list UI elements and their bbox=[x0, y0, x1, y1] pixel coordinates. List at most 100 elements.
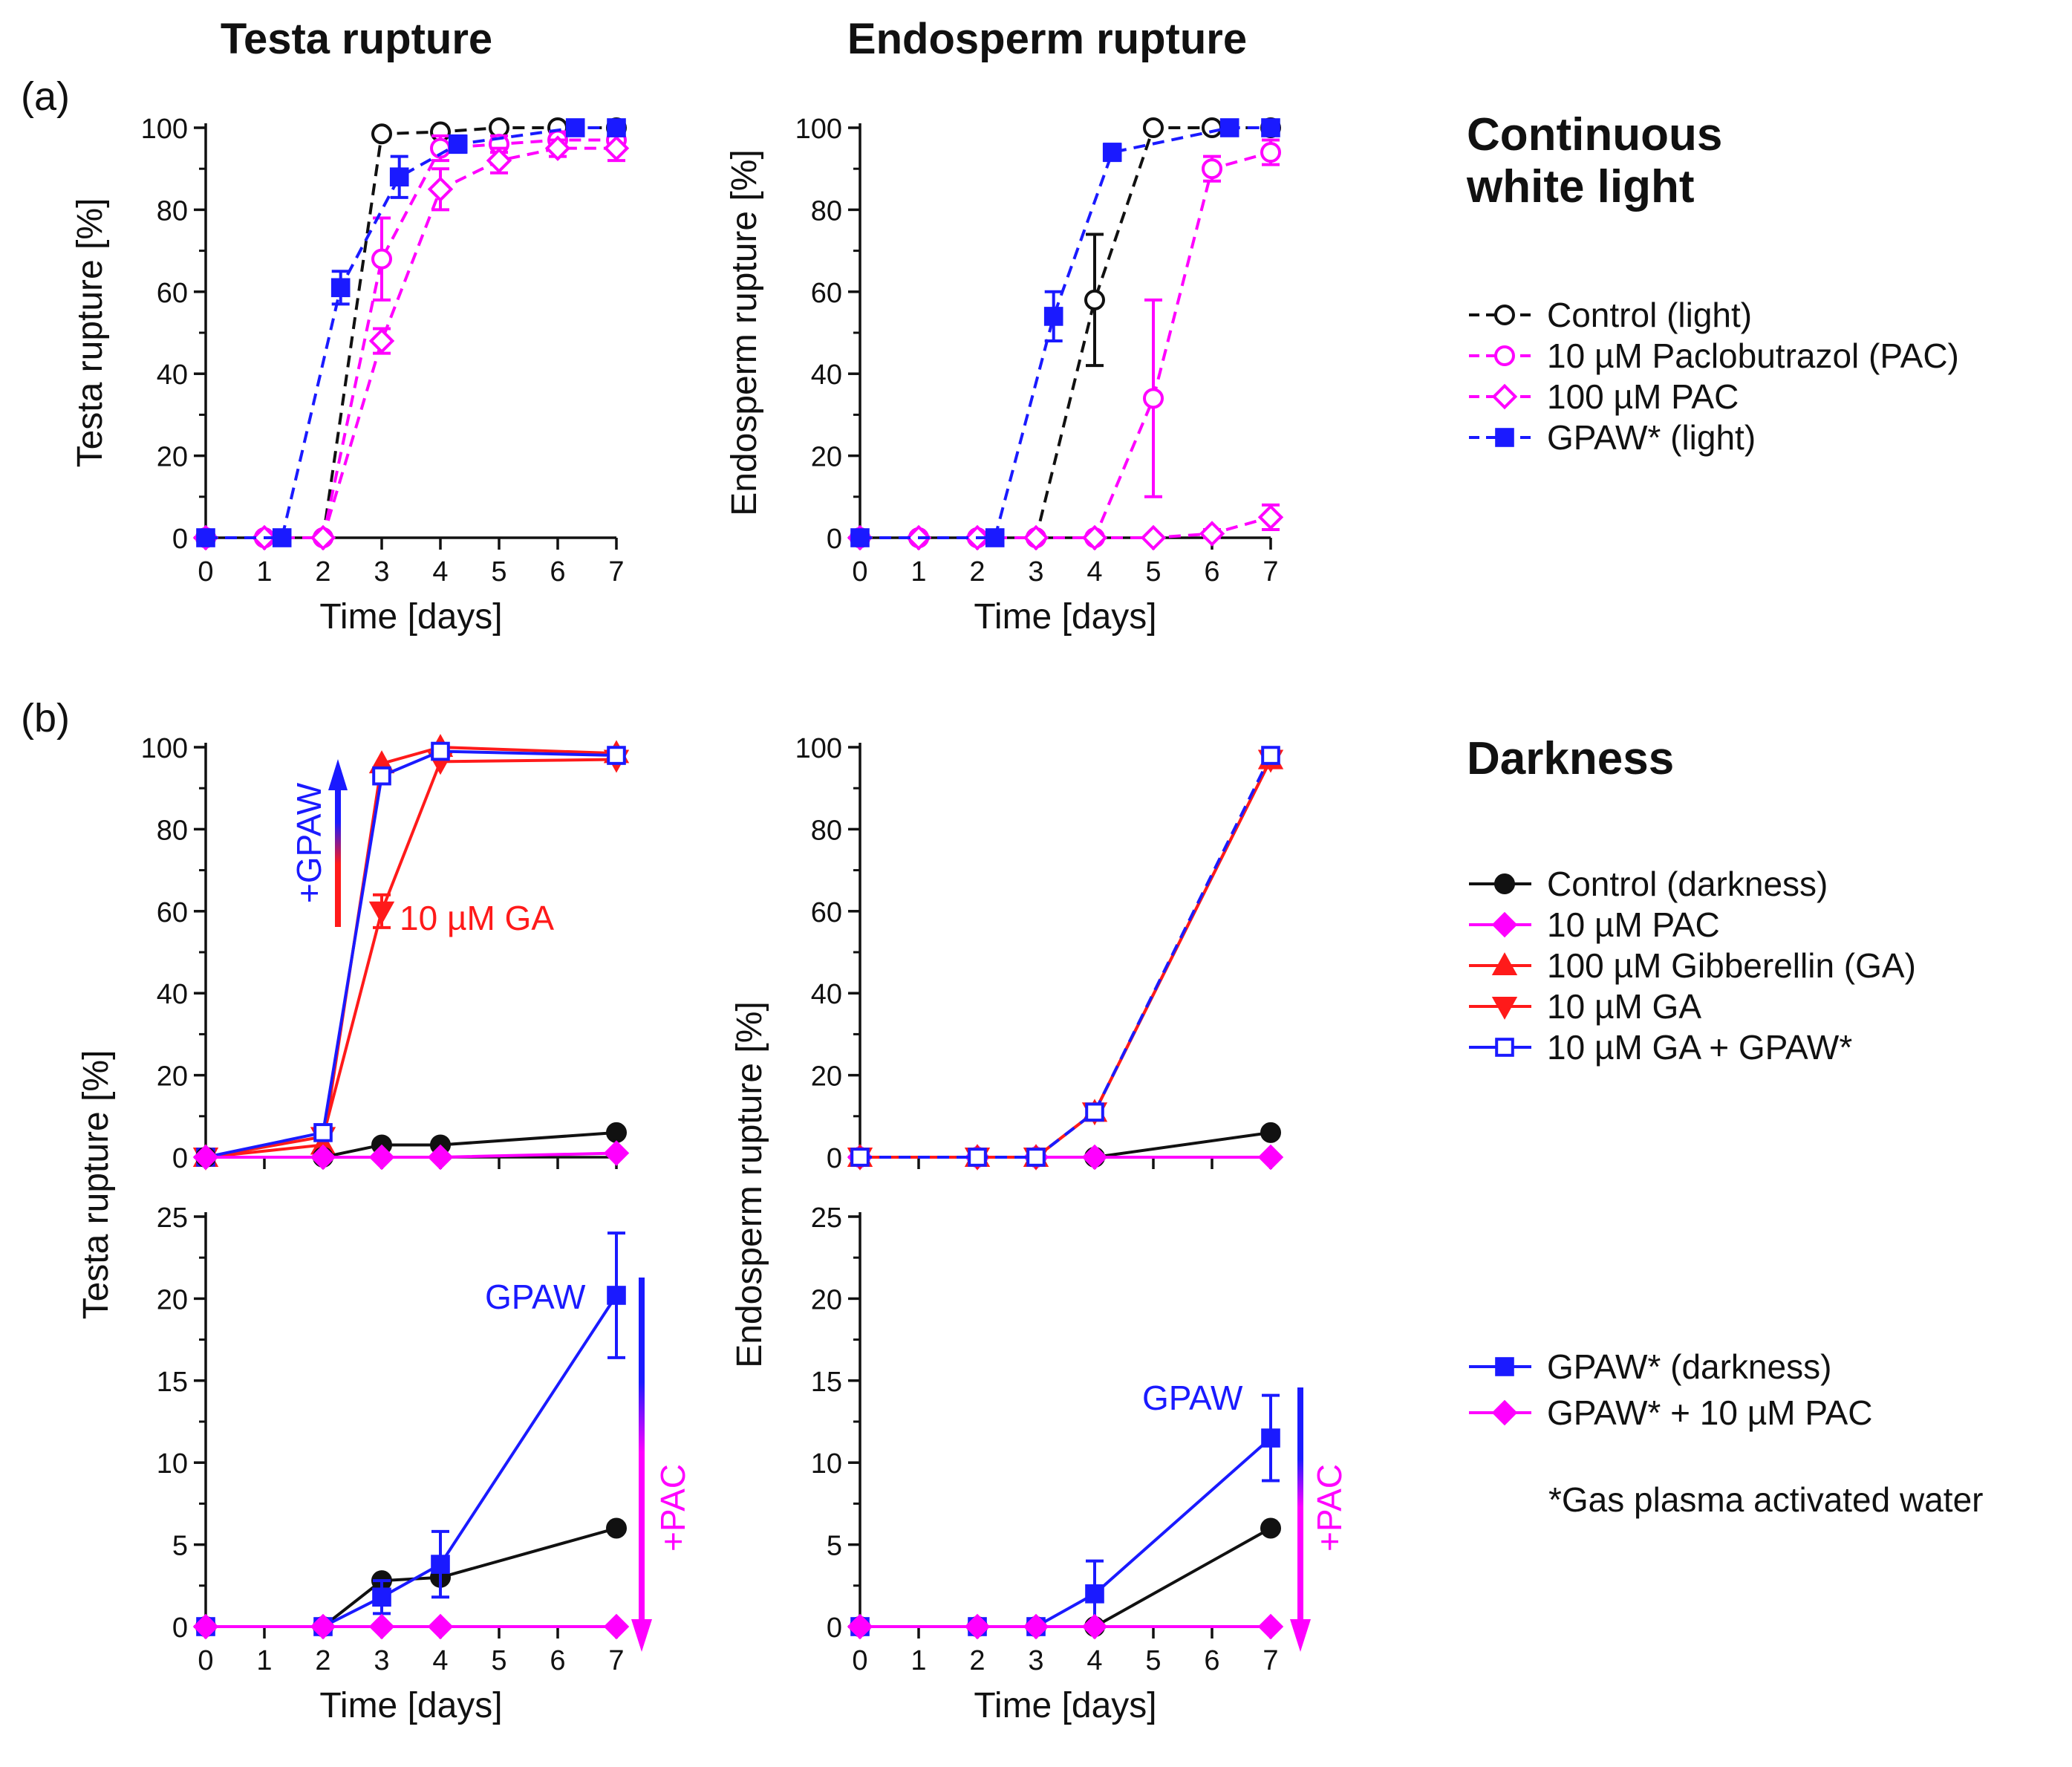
b_testa_bottom-point bbox=[368, 1613, 395, 1640]
b_testa_top-point bbox=[607, 746, 626, 765]
annotation-plus-pac-endosperm: +PAC bbox=[1310, 1464, 1349, 1552]
b_testa_top-series-10-um-ga bbox=[192, 749, 630, 1171]
b_endo_top-ytick-label: 100 bbox=[795, 733, 842, 764]
a_endo-series-10-um-paclobutrazol-pac bbox=[850, 138, 1281, 548]
a_testa-ytick-label: 60 bbox=[157, 278, 188, 309]
legend-dark-item-control-darkness: Control (darkness) bbox=[1469, 865, 1828, 903]
b-testa-ylabel: Testa rupture [%] bbox=[76, 1050, 116, 1320]
a_endo-point bbox=[1199, 521, 1225, 547]
condition-title-dark: Darkness bbox=[1467, 733, 1674, 784]
b_endo_top-ytick-label: 20 bbox=[811, 1061, 842, 1093]
legend-dark-label: 10 µM GA + GPAW* bbox=[1547, 1028, 1852, 1067]
a_endo-point bbox=[1023, 524, 1049, 551]
b_testa_top-line-10-um-ga-gpaw bbox=[205, 749, 617, 1159]
legend-dark-label: 10 µM PAC bbox=[1547, 905, 1720, 944]
a_testa-xtick-label: 3 bbox=[374, 556, 389, 588]
a_endo-ytick-label: 0 bbox=[827, 524, 842, 555]
b_testa_bottom-ytick-label: 20 bbox=[157, 1284, 188, 1315]
b_endo_top-ytick-label: 60 bbox=[811, 897, 842, 928]
column-title-endosperm: Endosperm rupture bbox=[847, 15, 1247, 63]
b_endo_bottom-point bbox=[1257, 1613, 1284, 1640]
a_testa-line-control-light bbox=[206, 126, 616, 539]
b_endo_top-series-100-um-gibberellin-ga bbox=[847, 746, 1284, 1168]
b_endo_top-line-10-um-ga-gpaw bbox=[860, 755, 1272, 1159]
a_testa-xtick-label: 6 bbox=[550, 556, 565, 588]
a_endo-point bbox=[1084, 289, 1105, 310]
a_testa-line-gpaw-light bbox=[206, 126, 616, 539]
b_testa_top-ytick-label: 60 bbox=[157, 897, 188, 928]
b_endo_bottom-xtick-label: 1 bbox=[910, 1645, 926, 1676]
a_endo-line-10-um-paclobutrazol-pac bbox=[860, 151, 1271, 539]
b_testa_bottom-xtick-label: 1 bbox=[256, 1645, 272, 1676]
a_testa-xtick-label: 0 bbox=[198, 556, 213, 588]
b_endo_top-point bbox=[1260, 1122, 1281, 1143]
a_endo-xtick-label: 0 bbox=[852, 556, 867, 588]
b_testa_bottom-xtick-label: 7 bbox=[608, 1645, 624, 1676]
b_testa_top-point bbox=[310, 1144, 336, 1171]
legend-dark-bottom-item-gpaw-10-um-pac: GPAW* + 10 µM PAC bbox=[1469, 1393, 1872, 1432]
gpaw-shift-arrow-head bbox=[328, 759, 348, 790]
a_testa-xtick-label: 1 bbox=[256, 556, 272, 588]
b_testa_top-line-10-um-ga bbox=[205, 758, 617, 1159]
pac-shift-arrow-endosperm-head bbox=[1290, 1619, 1311, 1652]
b_endo_top-ytick-label: 40 bbox=[811, 979, 842, 1010]
a_endo-point bbox=[1261, 118, 1280, 137]
legend-dark-bottom-label: GPAW* + 10 µM PAC bbox=[1547, 1393, 1872, 1432]
b_endo_bottom-ytick-label: 25 bbox=[811, 1203, 842, 1234]
a_testa-point bbox=[310, 524, 336, 551]
a_testa-ylabel: Testa rupture [%] bbox=[71, 198, 110, 468]
b_testa_bottom-xtick-label: 3 bbox=[374, 1645, 389, 1676]
b_testa_bottom-xtick-label: 4 bbox=[432, 1645, 448, 1676]
b_endo_bottom-point bbox=[847, 1613, 873, 1640]
a_testa-ytick-label: 40 bbox=[157, 359, 188, 391]
b_testa_bottom-point bbox=[372, 1587, 391, 1607]
gpaw-shift-arrow bbox=[328, 759, 348, 927]
legend-dark-marker-sample bbox=[1491, 952, 1518, 976]
a_endo-line-control-light bbox=[860, 126, 1271, 539]
legend-light-item-gpaw-light: GPAW* (light) bbox=[1469, 418, 1756, 457]
annotation-gpaw-endosperm: GPAW bbox=[1142, 1379, 1243, 1417]
b_testa_bottom-point bbox=[607, 1286, 626, 1305]
legend-dark-marker-sample bbox=[1494, 873, 1515, 894]
a_testa-series-control-light bbox=[195, 117, 627, 548]
b_endo_top-point bbox=[968, 1148, 987, 1167]
a_testa-point bbox=[607, 118, 626, 137]
b_endo_bottom-ytick-label: 20 bbox=[811, 1284, 842, 1315]
a_testa-xtick-label: 7 bbox=[608, 556, 624, 588]
pac-shift-arrow-endosperm bbox=[1290, 1387, 1311, 1652]
a_testa-xtick-label: 5 bbox=[491, 556, 506, 588]
legend-light-marker-sample bbox=[1495, 428, 1514, 447]
b_endo_top-series-control-darkness bbox=[850, 1122, 1281, 1168]
b_endo_bottom-ytick-label: 10 bbox=[811, 1448, 842, 1480]
b_testa_bottom-series-control-darkness bbox=[195, 1517, 627, 1637]
b_endo_bottom-point bbox=[1260, 1517, 1281, 1539]
b_endo_bottom-point bbox=[1023, 1613, 1049, 1640]
b_endo_top-point bbox=[1261, 746, 1280, 765]
b_testa_bottom-point bbox=[310, 1613, 336, 1640]
a_endo-ytick-label: 80 bbox=[811, 195, 842, 227]
a_testa-point bbox=[196, 528, 215, 547]
a_testa-point bbox=[603, 135, 630, 161]
legend-light-marker-sample bbox=[1491, 383, 1518, 410]
b_testa_bottom-point bbox=[427, 1613, 454, 1640]
a_endo-ytick-label: 40 bbox=[811, 359, 842, 391]
panel-b-endosperm-bottom-chart: 0 5 10 15 20 25 0 1 2 3 4 5 6 7 Time [days] bbox=[811, 1203, 1284, 1725]
a_endo-xtick-label: 5 bbox=[1145, 556, 1161, 588]
legend-light-item-100-um-pac: 100 µM PAC bbox=[1469, 377, 1739, 416]
legend-light-marker-sample bbox=[1494, 305, 1515, 325]
legend-dark-label: 10 µM GA bbox=[1547, 987, 1701, 1026]
footnote-gpaw: *Gas plasma activated water bbox=[1548, 1480, 1984, 1519]
pac-shift-arrow-testa bbox=[631, 1278, 652, 1652]
legend-light-label: GPAW* (light) bbox=[1547, 418, 1756, 457]
annotation-10um-ga: 10 µM GA bbox=[400, 899, 554, 937]
legend-dark-marker-sample bbox=[1491, 911, 1518, 938]
a_endo-xtick-label: 1 bbox=[910, 556, 926, 588]
b_testa_top-point bbox=[372, 766, 391, 786]
b_endo_bottom-xtick-label: 5 bbox=[1145, 1645, 1161, 1676]
pac-shift-arrow-testa-shaft bbox=[639, 1278, 645, 1627]
b_testa_bottom-xtick-label: 0 bbox=[198, 1645, 213, 1676]
a_testa-point bbox=[371, 123, 392, 145]
a_testa-xtick-label: 2 bbox=[315, 556, 330, 588]
a_endo-point bbox=[1143, 117, 1164, 138]
